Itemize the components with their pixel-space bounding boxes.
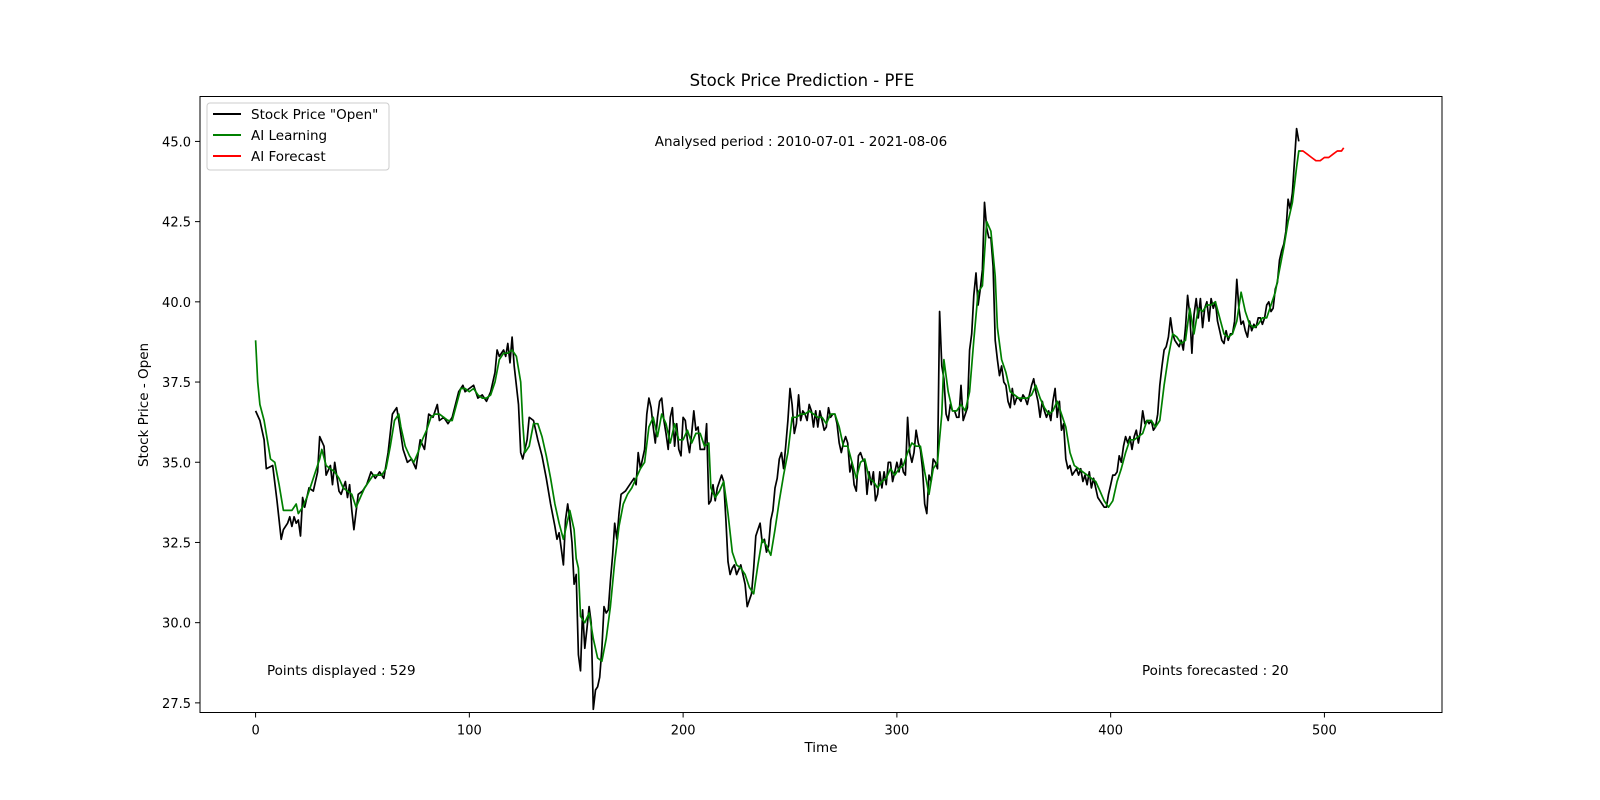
y-tick-label: 27.5	[162, 697, 191, 712]
y-tick-label: 32.5	[162, 536, 191, 551]
y-axis-title: Stock Price - Open	[136, 343, 152, 467]
y-tick-label: 40.0	[162, 296, 191, 311]
x-tick-label: 300	[884, 724, 909, 739]
legend: Stock Price "Open" AI Learning AI Foreca…	[206, 102, 390, 171]
plot-frame	[199, 96, 1443, 713]
analysed-period-annotation: Analysed period : 2010-07-01 - 2021-08-0…	[655, 134, 948, 150]
y-tick-label: 45.0	[162, 135, 191, 150]
x-tick-label: 200	[671, 724, 696, 739]
legend-item-forecast: AI Forecast	[213, 149, 326, 165]
x-axis-title: Time	[803, 740, 837, 756]
points-displayed-annotation: Points displayed : 529	[267, 663, 416, 679]
legend-label-forecast: AI Forecast	[251, 149, 326, 165]
points-forecasted-annotation: Points forecasted : 20	[1142, 663, 1289, 679]
legend-label-learning: AI Learning	[251, 128, 327, 144]
legend-label-open: Stock Price "Open"	[251, 107, 378, 123]
x-tick-label: 0	[251, 724, 259, 739]
y-tick-label: 35.0	[162, 456, 191, 471]
x-tick-label: 500	[1312, 724, 1337, 739]
x-axis: 0 100 200 300 400 500	[251, 712, 1337, 739]
series-layer	[254, 127, 1345, 711]
y-tick-label: 37.5	[162, 376, 191, 391]
x-tick-label: 100	[457, 724, 482, 739]
y-tick-label: 42.5	[162, 216, 191, 231]
legend-item-open: Stock Price "Open"	[213, 107, 378, 123]
legend-box	[206, 102, 390, 171]
series-line-forecast	[1300, 147, 1345, 162]
y-axis: 27.5 30.0 32.5 35.0 37.5 40.0 42.5 45.0	[162, 135, 200, 712]
series-line-learning	[254, 150, 1301, 663]
x-tick-label: 400	[1098, 724, 1123, 739]
chart-title: Stock Price Prediction - PFE	[690, 71, 915, 90]
legend-item-learning: AI Learning	[213, 128, 327, 144]
y-tick-label: 30.0	[162, 617, 191, 632]
